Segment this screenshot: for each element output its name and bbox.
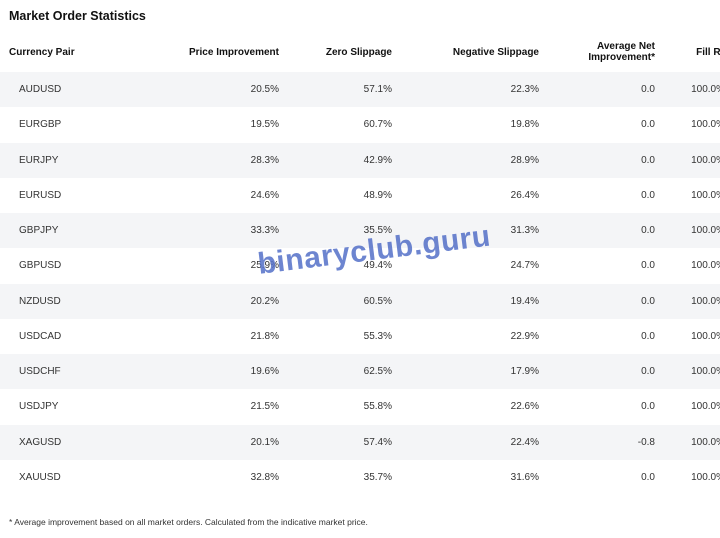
cell-zero-slippage: 55.8% bbox=[363, 401, 392, 413]
cell-price-improvement: 33.3% bbox=[129, 213, 281, 249]
cell-zero-slippage: 42.9% bbox=[281, 142, 394, 178]
market-order-statistics-table: Currency Pair Price Improvement Zero Sli… bbox=[0, 32, 720, 495]
cell-negative-slippage: 19.8% bbox=[510, 119, 539, 131]
cell-negative-slippage: 19.4% bbox=[394, 283, 541, 319]
cell-price-improvement: 32.8% bbox=[250, 471, 279, 483]
cell-currency-pair: EURJPY bbox=[0, 142, 129, 178]
cell-price-improvement: 20.1% bbox=[129, 424, 281, 460]
cell-currency-pair: XAGUSD bbox=[0, 424, 129, 460]
cell-fill-rate: 100.0% bbox=[655, 72, 720, 108]
cell-zero-slippage: 60.7% bbox=[363, 119, 392, 131]
column-header-zero-slippage: Zero Slippage bbox=[325, 46, 392, 58]
cell-negative-slippage: 31.6% bbox=[510, 471, 539, 483]
cell-negative-slippage: 22.3% bbox=[394, 72, 541, 108]
cell-fill-rate: 100.0% bbox=[655, 213, 720, 249]
cell-negative-slippage: 28.9% bbox=[394, 142, 541, 178]
cell-zero-slippage: 60.5% bbox=[281, 283, 394, 319]
cell-average-net-improvement: 0.0 bbox=[541, 72, 655, 108]
cell-average-net-improvement: 0.0 bbox=[641, 471, 655, 483]
cell-average-net-improvement: 0.0 bbox=[641, 260, 655, 272]
cell-fill-rate: 100.0% bbox=[691, 260, 720, 272]
cell-zero-slippage: 57.4% bbox=[281, 424, 394, 460]
cell-zero-slippage: 49.4% bbox=[363, 260, 392, 272]
table-row: XAUUSD 32.8% 35.7% 31.6% 0.0 100.0% bbox=[0, 460, 720, 495]
cell-zero-slippage: 62.5% bbox=[281, 354, 394, 390]
cell-currency-pair: GBPJPY bbox=[0, 213, 129, 249]
cell-average-net-improvement: 0.0 bbox=[541, 142, 655, 178]
cell-currency-pair: AUDUSD bbox=[0, 72, 129, 108]
cell-price-improvement: 25.9% bbox=[250, 260, 279, 272]
cell-currency-pair: EURGBP bbox=[19, 119, 62, 131]
cell-zero-slippage: 48.9% bbox=[363, 189, 392, 201]
cell-currency-pair: USDJPY bbox=[19, 401, 59, 413]
cell-price-improvement: 19.5% bbox=[250, 119, 279, 131]
cell-negative-slippage: 17.9% bbox=[394, 354, 541, 390]
cell-average-net-improvement: 0.0 bbox=[641, 119, 655, 131]
cell-price-improvement: 21.5% bbox=[250, 401, 279, 413]
cell-average-net-improvement: 0.0 bbox=[641, 330, 655, 342]
cell-currency-pair: NZDUSD bbox=[0, 283, 129, 319]
cell-fill-rate: 100.0% bbox=[655, 283, 720, 319]
cell-price-improvement: 24.6% bbox=[250, 189, 279, 201]
table-header-row: Currency Pair Price Improvement Zero Sli… bbox=[0, 32, 720, 72]
cell-zero-slippage: 57.1% bbox=[281, 72, 394, 108]
cell-price-improvement: 20.5% bbox=[129, 72, 281, 108]
column-header-fill-rate: Fill Rate bbox=[696, 46, 720, 58]
cell-negative-slippage: 22.4% bbox=[394, 424, 541, 460]
cell-negative-slippage: 26.4% bbox=[510, 189, 539, 201]
cell-price-improvement: 19.6% bbox=[129, 354, 281, 390]
cell-currency-pair: EURUSD bbox=[19, 189, 62, 201]
cell-price-improvement: 20.2% bbox=[129, 283, 281, 319]
table-row: USDCAD 21.8% 55.3% 22.9% 0.0 100.0% bbox=[0, 319, 720, 354]
table-row: USDJPY 21.5% 55.8% 22.6% 0.0 100.0% bbox=[0, 389, 720, 424]
cell-zero-slippage: 35.5% bbox=[281, 213, 394, 249]
table-row: EURGBP 19.5% 60.7% 19.8% 0.0 100.0% bbox=[0, 107, 720, 142]
cell-fill-rate: 100.0% bbox=[691, 330, 720, 342]
cell-fill-rate: 100.0% bbox=[691, 119, 720, 131]
cell-average-net-improvement: 0.0 bbox=[641, 401, 655, 413]
cell-average-net-improvement: -0.8 bbox=[541, 424, 655, 460]
column-header-currency-pair: Currency Pair bbox=[9, 46, 75, 58]
cell-fill-rate: 100.0% bbox=[691, 189, 720, 201]
cell-fill-rate: 100.0% bbox=[655, 142, 720, 178]
table-row: GBPUSD 25.9% 49.4% 24.7% 0.0 100.0% bbox=[0, 248, 720, 283]
cell-negative-slippage: 31.3% bbox=[394, 213, 541, 249]
cell-zero-slippage: 35.7% bbox=[363, 471, 392, 483]
cell-zero-slippage: 55.3% bbox=[363, 330, 392, 342]
cell-currency-pair: USDCAD bbox=[19, 330, 62, 342]
cell-average-net-improvement: 0.0 bbox=[541, 213, 655, 249]
cell-average-net-improvement: 0.0 bbox=[541, 354, 655, 390]
cell-price-improvement: 28.3% bbox=[129, 142, 281, 178]
footnote: * Average improvement based on all marke… bbox=[9, 517, 368, 527]
cell-negative-slippage: 22.6% bbox=[510, 401, 539, 413]
cell-average-net-improvement: 0.0 bbox=[641, 189, 655, 201]
cell-fill-rate: 100.0% bbox=[655, 424, 720, 460]
column-header-price-improvement: Price Improvement bbox=[188, 46, 279, 58]
cell-currency-pair: XAUUSD bbox=[19, 471, 61, 483]
column-header-negative-slippage: Negative Slippage bbox=[452, 46, 539, 58]
page-title: Market Order Statistics bbox=[9, 9, 146, 23]
cell-fill-rate: 100.0% bbox=[655, 354, 720, 390]
cell-fill-rate: 100.0% bbox=[691, 401, 720, 413]
table-row: EURUSD 24.6% 48.9% 26.4% 0.0 100.0% bbox=[0, 178, 720, 213]
cell-negative-slippage: 24.7% bbox=[510, 260, 539, 272]
cell-fill-rate: 100.0% bbox=[691, 471, 720, 483]
cell-negative-slippage: 22.9% bbox=[510, 330, 539, 342]
column-header-average-net-improvement: Average Net Improvement* bbox=[588, 41, 655, 63]
cell-average-net-improvement: 0.0 bbox=[541, 283, 655, 319]
cell-currency-pair: GBPUSD bbox=[19, 260, 62, 272]
cell-currency-pair: USDCHF bbox=[0, 354, 129, 390]
cell-price-improvement: 21.8% bbox=[250, 330, 279, 342]
